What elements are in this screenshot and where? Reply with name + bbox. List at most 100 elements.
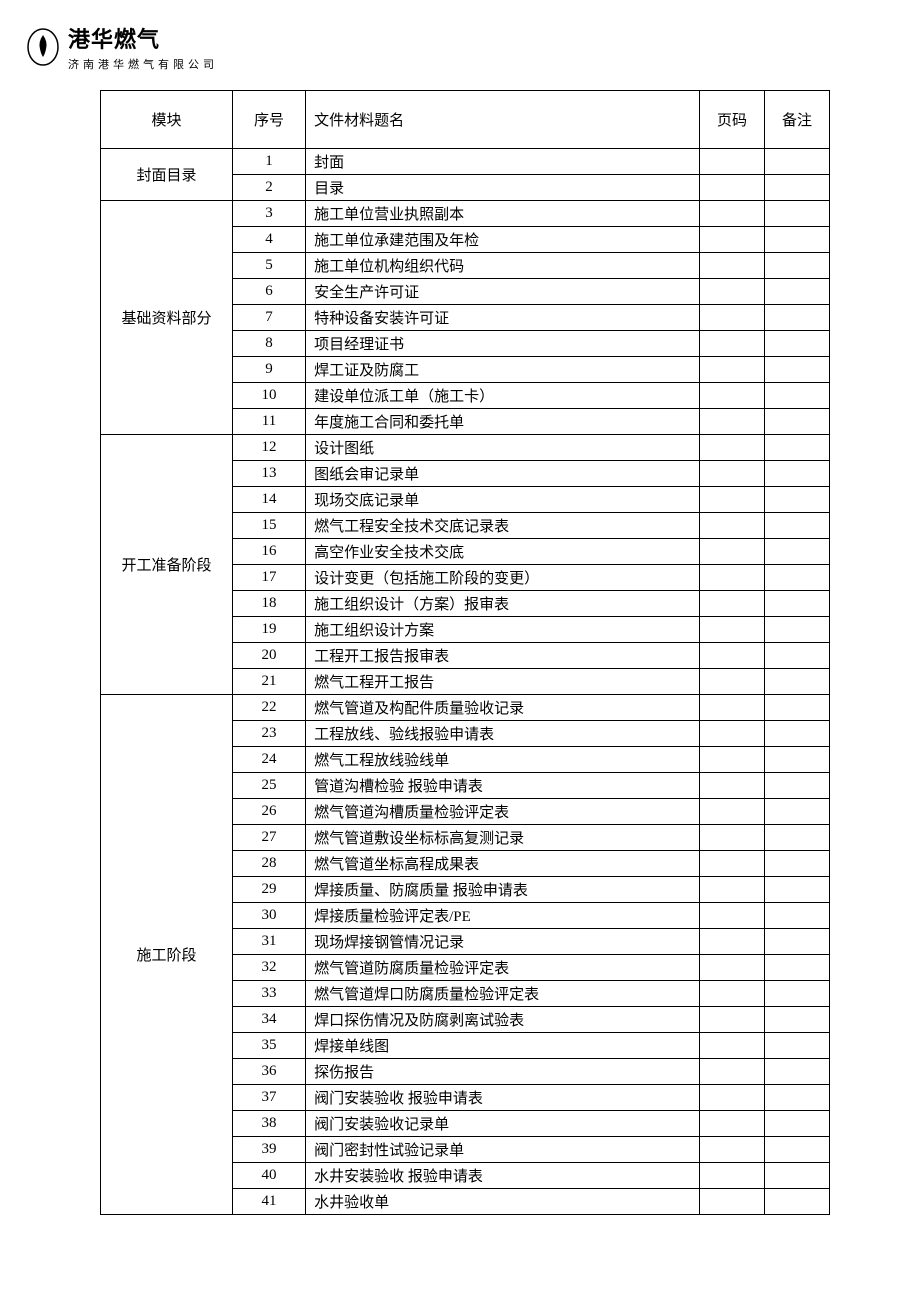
title-cell: 高空作业安全技术交底 [306,539,700,565]
note-cell [764,851,829,877]
title-cell: 施工单位营业执照副本 [306,201,700,227]
seq-cell: 5 [232,253,305,279]
note-cell [764,669,829,695]
note-cell [764,305,829,331]
note-cell [764,409,829,435]
page-cell [700,643,765,669]
page-cell [700,591,765,617]
note-cell [764,1059,829,1085]
title-cell: 施工单位承建范围及年检 [306,227,700,253]
note-cell [764,981,829,1007]
note-cell [764,201,829,227]
document-content: 模块 序号 文件材料题名 页码 备注 封面目录1封面2目录基础资料部分3施工单位… [0,90,920,1255]
seq-cell: 33 [232,981,305,1007]
title-cell: 燃气管道坐标高程成果表 [306,851,700,877]
title-cell: 设计图纸 [306,435,700,461]
page-cell [700,357,765,383]
title-cell: 项目经理证书 [306,331,700,357]
seq-cell: 36 [232,1059,305,1085]
note-cell [764,617,829,643]
flame-logo-icon [26,27,60,67]
note-cell [764,929,829,955]
brand-text-block: 港华燃气 济南港华燃气有限公司 [68,22,218,72]
title-cell: 焊接质量检验评定表/PE [306,903,700,929]
seq-cell: 40 [232,1163,305,1189]
seq-cell: 21 [232,669,305,695]
seq-cell: 14 [232,487,305,513]
title-cell: 燃气管道沟槽质量检验评定表 [306,799,700,825]
page-cell [700,773,765,799]
seq-cell: 34 [232,1007,305,1033]
page-cell [700,877,765,903]
note-cell [764,747,829,773]
title-cell: 燃气管道及构配件质量验收记录 [306,695,700,721]
seq-cell: 16 [232,539,305,565]
note-cell [764,955,829,981]
header-module: 模块 [101,91,233,149]
note-cell [764,227,829,253]
module-cell: 开工准备阶段 [101,435,233,695]
page-cell [700,903,765,929]
table-body: 封面目录1封面2目录基础资料部分3施工单位营业执照副本4施工单位承建范围及年检5… [101,149,830,1215]
note-cell [764,461,829,487]
note-cell [764,539,829,565]
note-cell [764,1163,829,1189]
title-cell: 施工单位机构组织代码 [306,253,700,279]
seq-cell: 29 [232,877,305,903]
page-cell [700,513,765,539]
note-cell [764,591,829,617]
note-cell [764,487,829,513]
page-cell [700,1189,765,1215]
title-cell: 焊口探伤情况及防腐剥离试验表 [306,1007,700,1033]
page-cell [700,227,765,253]
seq-cell: 13 [232,461,305,487]
page-cell [700,825,765,851]
note-cell [764,1033,829,1059]
page-cell [700,955,765,981]
seq-cell: 11 [232,409,305,435]
seq-cell: 4 [232,227,305,253]
page-cell [700,305,765,331]
title-cell: 焊接单线图 [306,1033,700,1059]
page-cell [700,487,765,513]
note-cell [764,1007,829,1033]
seq-cell: 23 [232,721,305,747]
seq-cell: 6 [232,279,305,305]
page-cell [700,695,765,721]
note-cell [764,435,829,461]
page-cell [700,617,765,643]
title-cell: 年度施工合同和委托单 [306,409,700,435]
note-cell [764,773,829,799]
seq-cell: 35 [232,1033,305,1059]
title-cell: 图纸会审记录单 [306,461,700,487]
seq-cell: 1 [232,149,305,175]
page-cell [700,435,765,461]
document-index-table: 模块 序号 文件材料题名 页码 备注 封面目录1封面2目录基础资料部分3施工单位… [100,90,830,1215]
title-cell: 安全生产许可证 [306,279,700,305]
seq-cell: 17 [232,565,305,591]
seq-cell: 25 [232,773,305,799]
page-cell [700,721,765,747]
page-cell [700,253,765,279]
title-cell: 封面 [306,149,700,175]
title-cell: 现场焊接钢管情况记录 [306,929,700,955]
seq-cell: 37 [232,1085,305,1111]
page-cell [700,409,765,435]
seq-cell: 7 [232,305,305,331]
seq-cell: 27 [232,825,305,851]
page-cell [700,1059,765,1085]
title-cell: 阀门安装验收 报验申请表 [306,1085,700,1111]
title-cell: 施工组织设计（方案）报审表 [306,591,700,617]
note-cell [764,799,829,825]
page-cell [700,461,765,487]
title-cell: 水井安装验收 报验申请表 [306,1163,700,1189]
title-cell: 燃气管道防腐质量检验评定表 [306,955,700,981]
title-cell: 设计变更（包括施工阶段的变更） [306,565,700,591]
page-header: 港华燃气 济南港华燃气有限公司 [0,0,920,90]
page-cell [700,1033,765,1059]
seq-cell: 12 [232,435,305,461]
brand-name: 港华燃气 [68,22,218,54]
page-cell [700,331,765,357]
header-page: 页码 [700,91,765,149]
seq-cell: 39 [232,1137,305,1163]
